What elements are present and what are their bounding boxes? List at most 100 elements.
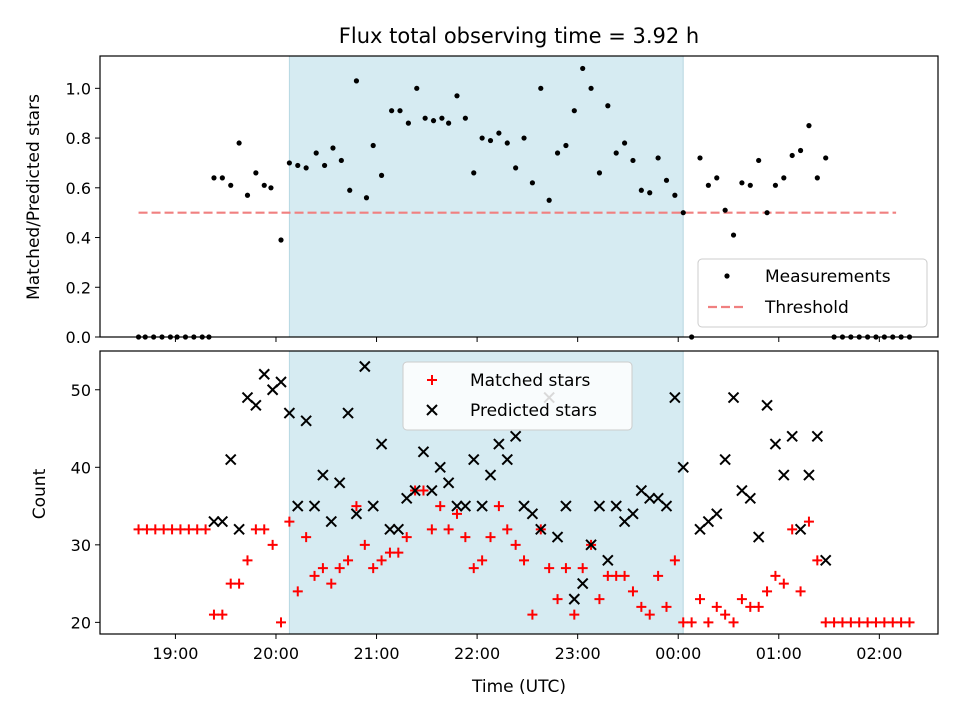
matched-point <box>175 524 186 535</box>
top-y-tick-label: 0.2 <box>66 278 91 297</box>
matched-point <box>778 578 789 589</box>
measurement-point <box>529 180 536 186</box>
matched-point <box>611 570 622 581</box>
measurement-point <box>781 175 787 181</box>
measurement-point <box>219 175 225 181</box>
predicted-point <box>669 391 681 404</box>
predicted-point <box>769 438 782 450</box>
measurement-point <box>389 108 395 114</box>
predicted-point <box>509 430 522 442</box>
matched-point <box>594 594 605 605</box>
measurement-point <box>605 103 611 109</box>
predicted-point <box>786 430 798 442</box>
predicted-point <box>392 523 405 536</box>
measurement-point <box>446 120 452 126</box>
matched-point <box>301 532 312 543</box>
x-tick-label: 02:00 <box>856 644 902 663</box>
matched-point <box>770 570 781 581</box>
predicted-point <box>560 500 572 512</box>
matched-point <box>225 578 236 589</box>
matched-point <box>510 539 521 550</box>
predicted-point <box>493 438 505 450</box>
predicted-point <box>225 453 237 466</box>
predicted-point <box>744 492 756 505</box>
predicted-point <box>333 477 346 489</box>
measurement-point <box>363 195 370 201</box>
measurement-point <box>378 172 385 178</box>
measurement-point <box>430 118 437 124</box>
measurement-point <box>513 165 519 171</box>
matched-point <box>870 617 881 628</box>
matched-point <box>653 570 664 581</box>
matched-point <box>359 539 370 550</box>
top-y-tick-label: 0.8 <box>66 129 91 148</box>
predicted-point <box>794 523 807 536</box>
predicted-point <box>417 446 430 458</box>
measurement-point <box>313 150 319 156</box>
predicted-point <box>778 469 790 481</box>
predicted-point <box>342 407 354 419</box>
measurement-point <box>772 182 779 188</box>
top-y-tick-label: 0.4 <box>66 229 91 248</box>
measurement-point <box>454 93 460 99</box>
bottom-series-1 <box>208 360 832 605</box>
measurement-point <box>397 108 403 114</box>
matched-point <box>451 508 462 519</box>
measurement-point <box>638 187 644 193</box>
matched-point <box>401 532 412 543</box>
matched-point <box>745 601 756 612</box>
matched-point <box>787 524 798 535</box>
measurement-point <box>789 152 795 159</box>
predicted-point <box>468 453 480 466</box>
matched-point <box>443 524 454 535</box>
measurement-point <box>347 187 353 193</box>
x-tick-label: 01:00 <box>756 644 802 663</box>
predicted-point <box>350 508 363 520</box>
matched-point <box>141 524 152 535</box>
matched-point <box>242 555 253 566</box>
predicted-point <box>727 391 740 404</box>
bottom-legend: Matched stars Predicted stars <box>402 361 633 431</box>
matched-point <box>376 555 387 566</box>
top-y-tick-label: 1.0 <box>66 79 91 98</box>
x-axis-label: Time (UTC) <box>471 677 566 697</box>
matched-point <box>493 501 504 512</box>
matched-point <box>803 516 814 527</box>
predicted-point <box>568 593 581 605</box>
predicted-point <box>258 368 270 380</box>
predicted-point <box>275 376 287 388</box>
matched-point <box>351 501 362 512</box>
legend-marker-measurements <box>724 273 730 279</box>
measurement-point <box>278 237 284 243</box>
matched-point <box>560 563 571 574</box>
measurement-point <box>295 162 301 169</box>
measurement-point <box>496 130 502 136</box>
matched-point <box>762 586 773 597</box>
measurement-point <box>253 170 259 176</box>
predicted-point <box>803 469 815 481</box>
predicted-point <box>711 508 723 520</box>
legend-marker-matched <box>427 375 437 385</box>
legend-label-threshold: Threshold <box>764 298 849 318</box>
measurement-point <box>797 147 804 154</box>
predicted-point <box>233 523 245 536</box>
measurement-point <box>630 157 636 164</box>
measurement-point <box>596 170 603 176</box>
measurement-point <box>228 182 234 188</box>
measurement-point <box>647 190 653 196</box>
measurement-point <box>823 155 829 161</box>
predicted-point <box>300 415 312 427</box>
predicted-point <box>752 531 765 543</box>
matched-point <box>317 563 328 574</box>
matched-point <box>292 586 303 597</box>
x-tick-label: 19:00 <box>152 644 198 663</box>
x-tick-label: 23:00 <box>555 644 601 663</box>
matched-point <box>368 563 379 574</box>
matched-point <box>284 516 295 527</box>
matched-point <box>795 586 806 597</box>
matched-point <box>343 555 354 566</box>
matched-point <box>678 617 689 628</box>
measurement-point <box>546 197 552 203</box>
matched-point <box>426 524 437 535</box>
predicted-point <box>501 453 513 466</box>
